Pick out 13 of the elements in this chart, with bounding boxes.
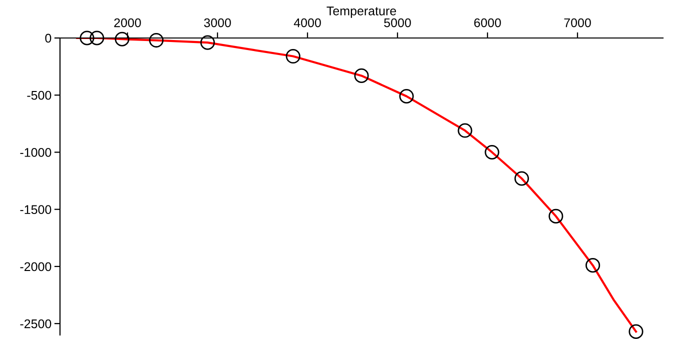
y-tick-label: -2500 — [20, 319, 52, 328]
x-tick-label: 3000 — [204, 18, 231, 28]
x-tick-label: 4000 — [294, 18, 321, 28]
y-tick-label: -2000 — [20, 262, 52, 272]
x-tick-label: 5000 — [384, 18, 411, 28]
y-tick-label: -1500 — [20, 205, 52, 214]
y-tick-label: 0 — [45, 34, 52, 43]
x-tick-label: 2000 — [114, 18, 141, 28]
x-axis-title: Temperature — [326, 6, 396, 18]
y-tick-label: -1000 — [20, 148, 52, 157]
y-tick-label: -500 — [27, 90, 52, 100]
x-tick-label: 7000 — [564, 18, 591, 28]
x-tick-label: 6000 — [474, 18, 501, 28]
